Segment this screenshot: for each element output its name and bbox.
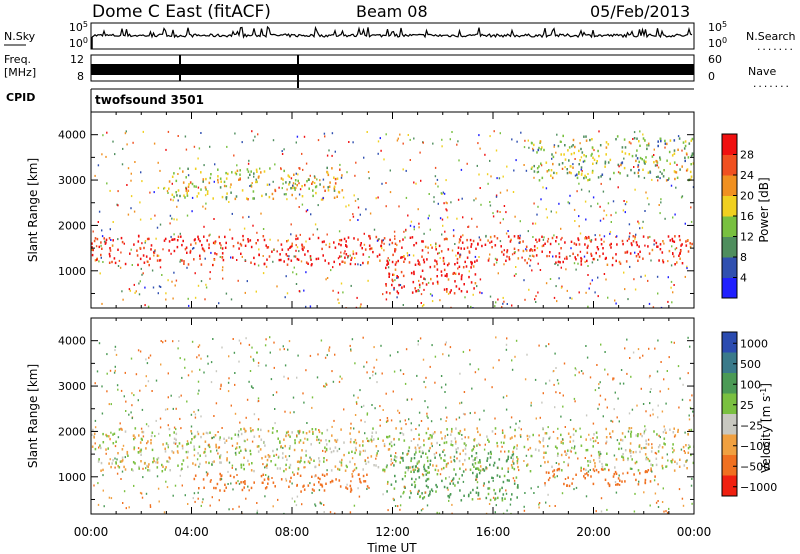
time-tick-label: 20:00 — [576, 525, 611, 539]
nsky-label: N.Sky — [4, 30, 36, 43]
strip-tick-label: 8 — [77, 70, 84, 83]
colorbar-cell — [722, 236, 737, 258]
colorbar-cell — [722, 414, 737, 435]
freq-label: Freq. — [4, 53, 31, 66]
power-panel: 1000 2000 3000 4000 Slant Range [km] 4 8 12 16… — [26, 111, 771, 309]
strip-tick-label: 60 — [708, 53, 722, 66]
freq-trace — [91, 64, 694, 75]
noise-tick-label: 100 — [69, 36, 88, 50]
nave-label: Nave — [748, 65, 776, 78]
velocity-colorbar: 1000 500 100 25 −25 −100 −500 −1000 — [721, 331, 777, 497]
colorbar-cell — [722, 277, 737, 299]
time-tick-label: 08:00 — [275, 525, 310, 539]
noise-line — [91, 25, 693, 39]
noise-tick-label: 105 — [708, 20, 727, 34]
nave-dots: ....... — [752, 80, 790, 90]
colorbar-tick-label: 24 — [740, 169, 754, 182]
beam-label: Beam 08 — [356, 2, 428, 21]
nsearch-label: N.Search — [746, 30, 796, 43]
range-tick-label: 2000 — [58, 219, 86, 232]
velocity-ylabel: Slant Range [km] — [26, 364, 40, 468]
colorbar-tick-label: 500 — [740, 358, 761, 371]
noise-tick-label: 105 — [69, 20, 88, 34]
velocity-heatmap — [91, 336, 694, 514]
power-colorbar-label: Power [dB] — [757, 177, 771, 242]
station-title: Dome C East (fitACF) — [92, 2, 271, 22]
strip-tick-label: 0 — [708, 70, 715, 83]
colorbar-cell — [722, 373, 737, 394]
strip-tick-label: 12 — [70, 53, 84, 66]
colorbar-cell — [722, 455, 737, 476]
time-axis-labels: 00:00 04:00 08:00 12:00 16:00 20:00 00:00 — [74, 525, 712, 539]
colorbar-tick-label: 16 — [740, 210, 754, 223]
colorbar-tick-label: 12 — [740, 231, 754, 244]
colorbar-cell — [722, 257, 737, 278]
freq-unit-label: [MHz] — [4, 66, 36, 79]
colorbar-tick-label: 20 — [740, 190, 754, 203]
colorbar-cell — [722, 154, 737, 176]
date-label: 05/Feb/2013 — [590, 2, 690, 21]
time-tick-label: 16:00 — [476, 525, 511, 539]
power-colorbar: 4 8 12 16 20 24 28 — [721, 133, 754, 299]
power-heatmap — [91, 130, 694, 308]
nsearch-dots: ....... — [756, 43, 794, 53]
time-tick-label: 00:00 — [677, 525, 712, 539]
range-tick-label: 3000 — [58, 380, 86, 393]
time-tick-label: 00:00 — [74, 525, 109, 539]
colorbar-cell — [722, 175, 737, 196]
time-axis-label: Time UT — [366, 541, 417, 554]
colorbar-tick-label: 25 — [740, 399, 754, 412]
colorbar-tick-label: −25 — [740, 419, 763, 432]
colorbar-tick-label: −1000 — [740, 481, 777, 494]
colorbar-cell — [722, 434, 737, 456]
velocity-panel: 1000 2000 3000 4000 Slant Range [km] 1000 50… — [26, 317, 777, 554]
range-tick-label: 1000 — [58, 471, 86, 484]
colorbar-tick-label: 28 — [740, 149, 754, 162]
colorbar-tick-label: 1000 — [740, 337, 768, 350]
colorbar-tick-label: 100 — [740, 378, 761, 391]
range-tick-label: 4000 — [58, 129, 86, 142]
colorbar-tick-label: 4 — [740, 272, 747, 285]
colorbar-cell — [722, 332, 737, 353]
cpid-label: CPID — [6, 91, 35, 104]
colorbar-cell — [722, 393, 737, 415]
range-tick-label: 1000 — [58, 265, 86, 278]
colorbar-tick-label: −100 — [740, 440, 770, 453]
power-ylabel: Slant Range [km] — [26, 158, 40, 262]
noise-tick-label: 100 — [708, 36, 727, 50]
cpid-value: twofsound 3501 — [95, 93, 204, 107]
time-tick-label: 04:00 — [174, 525, 209, 539]
colorbar-cell — [722, 352, 737, 374]
colorbar-cell — [722, 475, 737, 497]
noise-strip: N.Sky N.Search ....... — [4, 22, 796, 53]
range-tick-label: 3000 — [58, 174, 86, 187]
colorbar-tick-label: 8 — [740, 251, 747, 264]
colorbar-cell — [722, 216, 737, 237]
range-tick-label: 2000 — [58, 425, 86, 438]
colorbar-cell — [722, 195, 737, 217]
velocity-colorbar-label: Velocity [m s-1] — [759, 383, 773, 473]
colorbar-cell — [722, 134, 737, 155]
colorbar-tick-label: −500 — [740, 460, 770, 473]
freq-strip: Freq. [MHz] Nave ....... — [4, 53, 790, 90]
noise-trace — [91, 25, 693, 49]
range-tick-label: 4000 — [58, 335, 86, 348]
time-tick-label: 12:00 — [375, 525, 410, 539]
